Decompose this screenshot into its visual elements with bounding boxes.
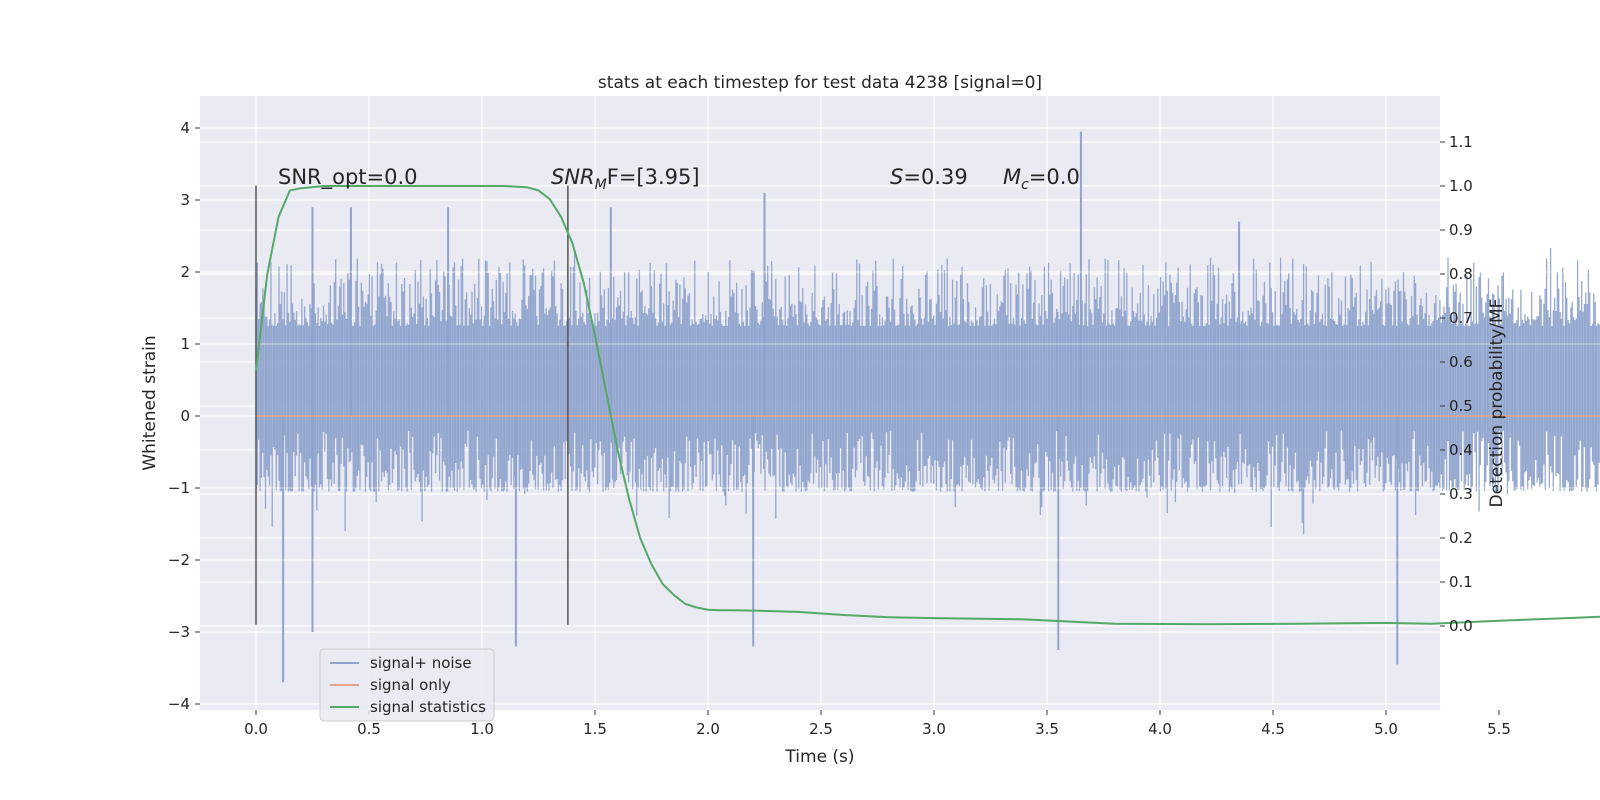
annotation-snr-mf-sub: M bbox=[595, 177, 607, 193]
y-tick-label-right: 0.9 bbox=[1449, 221, 1473, 239]
x-tick-label: 3.5 bbox=[1035, 720, 1059, 738]
y-tick-label-left: 4 bbox=[180, 119, 190, 137]
legend-label-signal-only: signal only bbox=[370, 676, 451, 694]
y-tick-label-left: −4 bbox=[168, 695, 190, 713]
y-tick-label-left: 2 bbox=[180, 263, 190, 281]
y-tick-label-right: 0.2 bbox=[1449, 529, 1473, 547]
y-axis-label-left: Whitened strain bbox=[140, 335, 160, 470]
legend-box bbox=[319, 648, 495, 722]
y-tick-label-right: 0.5 bbox=[1449, 397, 1473, 415]
annotation-mc-sub: c bbox=[1021, 177, 1029, 193]
legend: signal+ noise signal only signal statist… bbox=[319, 648, 495, 722]
x-tick-label: 5.0 bbox=[1374, 720, 1398, 738]
y-tick-label-right: 0.4 bbox=[1449, 441, 1473, 459]
legend-label-signal-statistics: signal statistics bbox=[370, 698, 486, 716]
x-tick-label: 5.5 bbox=[1487, 720, 1511, 738]
y-tick-label-right: 1.0 bbox=[1449, 177, 1473, 195]
y-tick-label-left: −3 bbox=[168, 623, 190, 641]
signal-noise-series bbox=[255, 131, 1600, 683]
x-tick-label: 0.0 bbox=[244, 720, 268, 738]
annotation-mc-rest: =0.0 bbox=[1029, 165, 1080, 189]
y-tick-label-right: 0.1 bbox=[1449, 573, 1473, 591]
x-tick-label: 4.5 bbox=[1261, 720, 1285, 738]
x-tick-label: 1.0 bbox=[470, 720, 494, 738]
x-tick-label: 2.0 bbox=[696, 720, 720, 738]
x-tick-label: 3.0 bbox=[922, 720, 946, 738]
legend-label-signal-noise: signal+ noise bbox=[370, 654, 472, 672]
y-axis-label-right: Detection probability/MF bbox=[1487, 299, 1507, 508]
annotation-mc: Mc=0.0 bbox=[1003, 165, 1080, 193]
annotations: SNR_opt=0.0 SNRMF=[3.95] S=0.39 Mc=0.0 bbox=[278, 165, 1080, 193]
signal-statistics-line bbox=[255, 185, 1600, 626]
annotation-snr-mf: SNRMF=[3.95] bbox=[551, 165, 700, 193]
y-tick-label-right: 0.7 bbox=[1449, 309, 1473, 327]
y-tick-label-left: 1 bbox=[180, 335, 190, 353]
x-tick-label: 4.0 bbox=[1148, 720, 1172, 738]
x-tick-label: 0.5 bbox=[357, 720, 381, 738]
annotation-s: S=0.39 bbox=[890, 165, 968, 189]
x-axis-label: Time (s) bbox=[784, 747, 854, 767]
annotation-s-rest: =0.39 bbox=[903, 165, 967, 189]
tick-labels: 0.00.51.01.52.02.53.03.54.04.55.05.56.06… bbox=[168, 119, 1511, 738]
y-tick-label-right: 0.8 bbox=[1449, 265, 1473, 283]
y-tick-label-right: 0.3 bbox=[1449, 485, 1473, 503]
y-tick-label-left: −1 bbox=[168, 479, 190, 497]
y-tick-label-left: 0 bbox=[180, 407, 190, 425]
y-tick-label-right: 0.6 bbox=[1449, 353, 1473, 371]
y-tick-label-right: 1.1 bbox=[1449, 133, 1473, 151]
y-tick-label-right: 0.0 bbox=[1449, 617, 1473, 635]
chart-title: stats at each timestep for test data 423… bbox=[598, 73, 1042, 93]
y-tick-label-left: 3 bbox=[180, 191, 190, 209]
annotation-mc-main: M bbox=[1003, 165, 1021, 189]
data-marks bbox=[255, 185, 1600, 626]
y-tick-label-left: −2 bbox=[168, 551, 190, 569]
annotation-snr-mf-rest: F=[3.95] bbox=[607, 165, 700, 189]
x-tick-label: 1.5 bbox=[583, 720, 607, 738]
annotation-s-main: S bbox=[890, 165, 903, 189]
annotation-snr-opt: SNR_opt=0.0 bbox=[278, 165, 418, 190]
annotation-snr-mf-main: SNR bbox=[551, 165, 595, 189]
x-tick-label: 2.5 bbox=[809, 720, 833, 738]
